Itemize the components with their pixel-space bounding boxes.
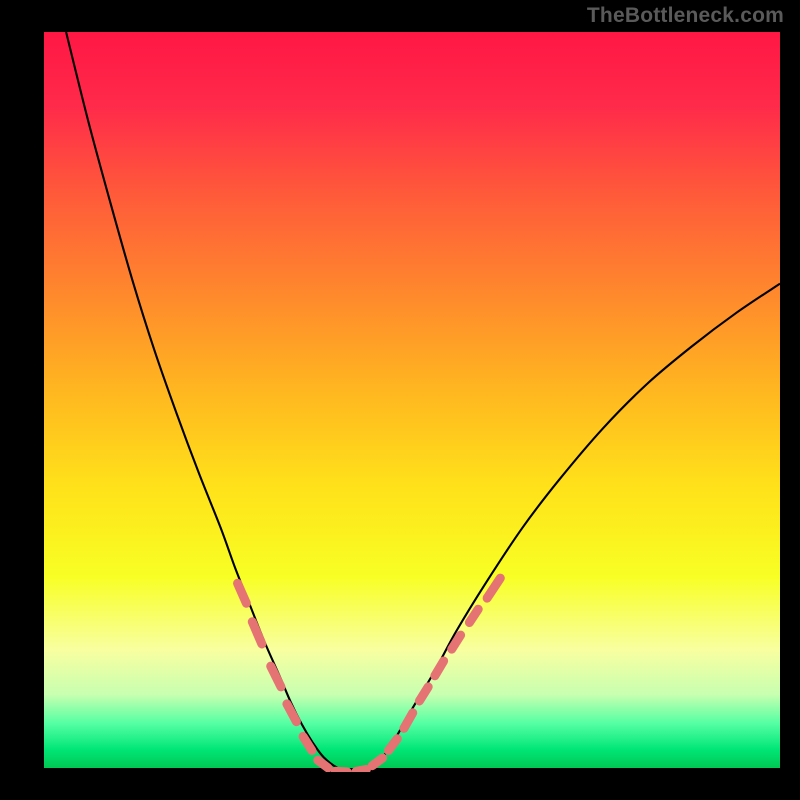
dash-segment xyxy=(388,739,397,751)
chart-svg xyxy=(44,32,780,772)
dash-segment xyxy=(318,760,328,768)
dash-segment xyxy=(238,583,247,603)
dash-overlay-group xyxy=(238,578,501,772)
dash-segment xyxy=(404,713,413,729)
dash-segment xyxy=(372,758,382,766)
dash-segment xyxy=(252,622,262,644)
dash-segment xyxy=(287,704,297,722)
dash-segment xyxy=(356,769,366,771)
watermark-text: TheBottleneck.com xyxy=(587,4,784,28)
bottleneck-curve xyxy=(66,32,780,771)
dash-segment xyxy=(469,609,478,622)
dash-segment xyxy=(435,661,444,676)
dash-segment xyxy=(335,771,347,772)
plot-area xyxy=(44,32,780,772)
dash-segment xyxy=(419,687,428,701)
dash-segment xyxy=(271,666,281,687)
dash-segment xyxy=(487,578,500,598)
